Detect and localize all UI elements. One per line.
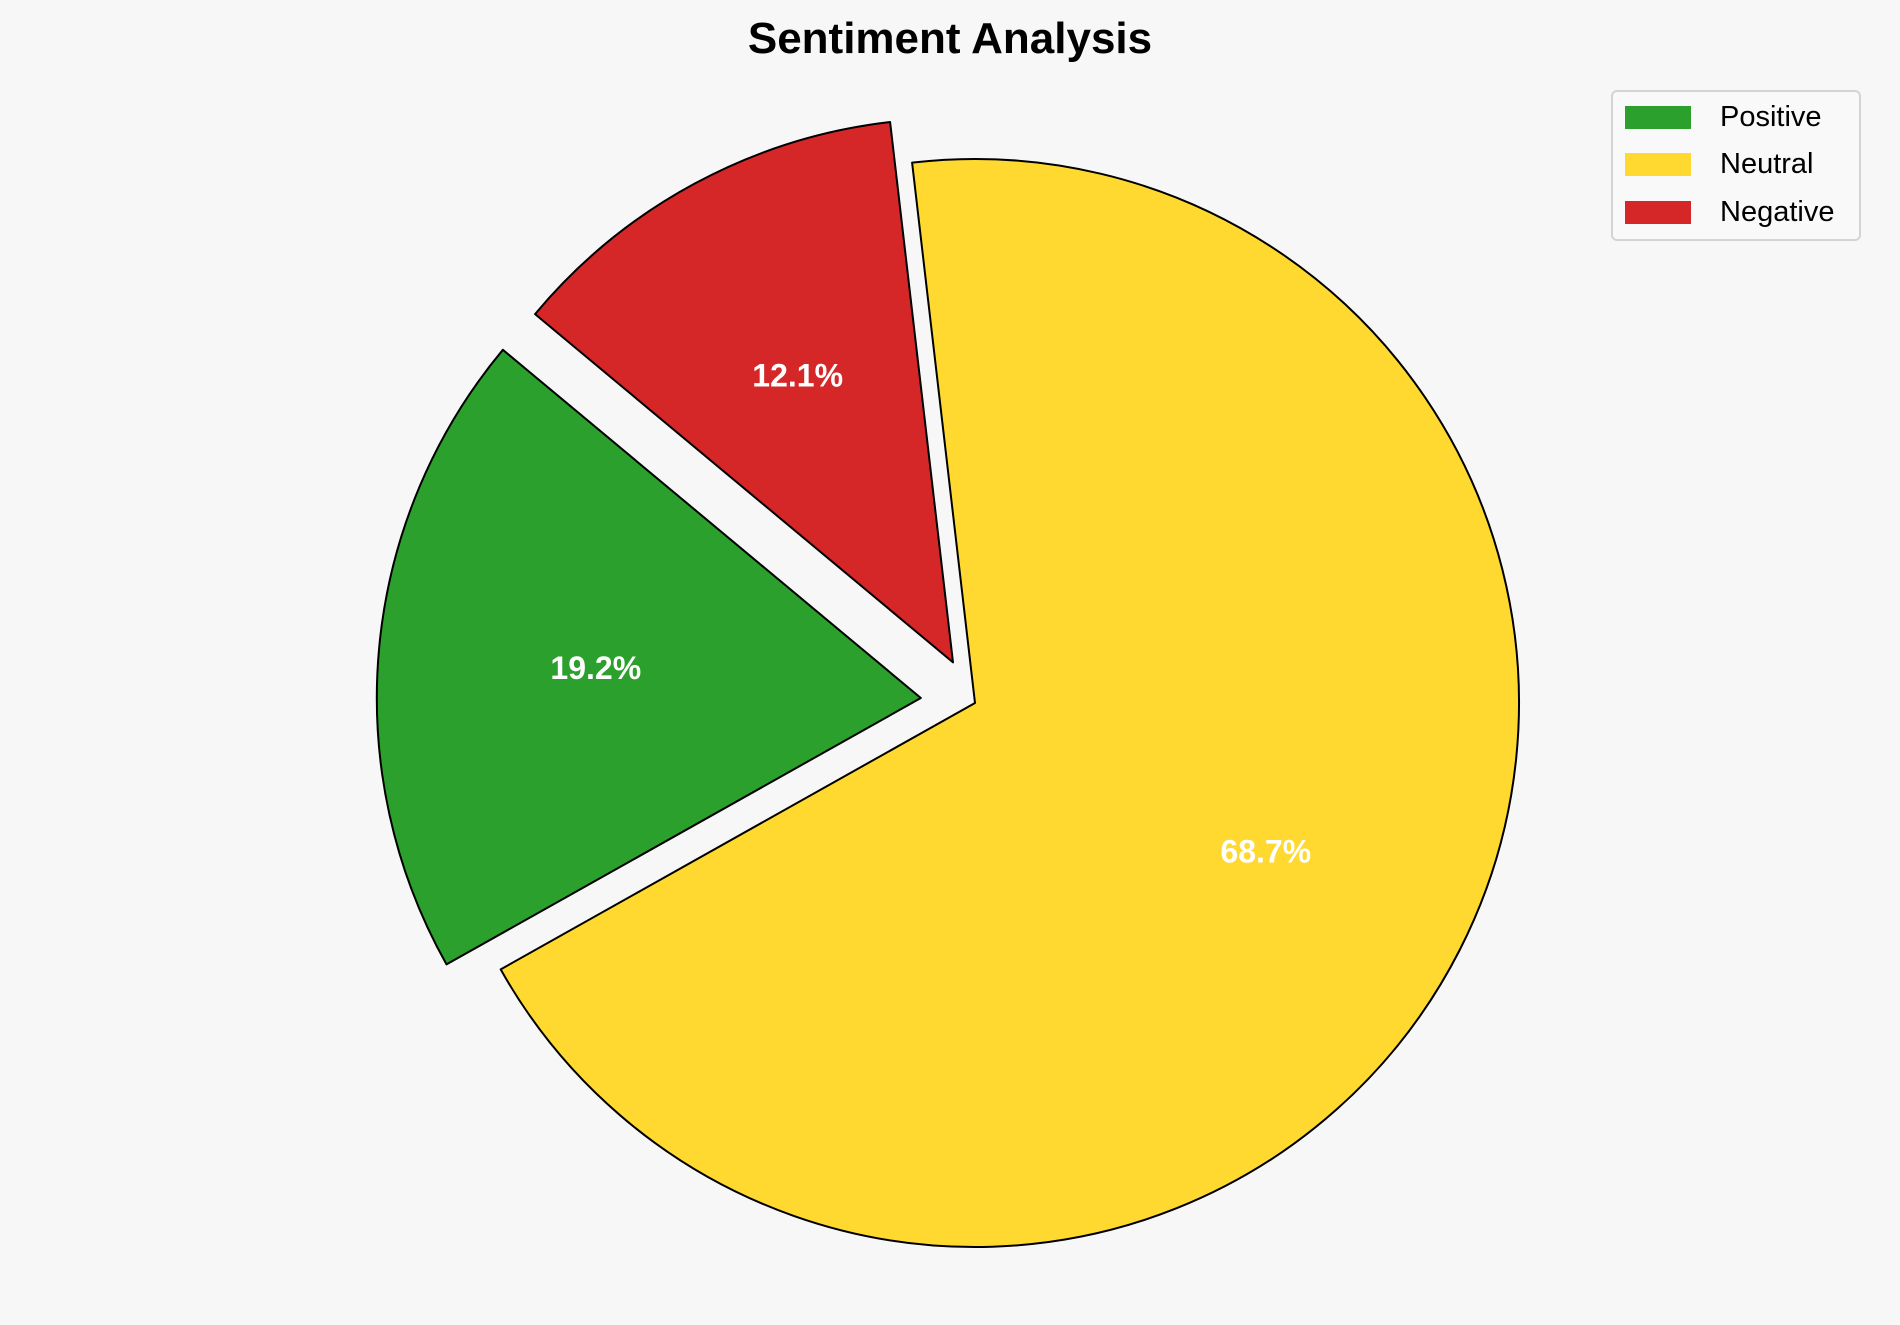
legend-item-neutral: Neutral	[1625, 147, 1814, 180]
legend-swatch-neutral	[1625, 152, 1691, 176]
legend-swatch-negative	[1625, 200, 1691, 224]
pie-label-positive: 19.2%	[550, 650, 641, 686]
legend: Positive Neutral Negative	[1611, 90, 1861, 241]
pie-label-neutral: 68.7%	[1220, 833, 1311, 869]
legend-swatch-positive	[1625, 105, 1691, 129]
legend-label-neutral: Neutral	[1720, 147, 1814, 180]
pie-slice-negative	[534, 120, 954, 664]
pie-slice-positive	[375, 348, 922, 966]
legend-label-negative: Negative	[1720, 195, 1835, 228]
pie-slice-neutral	[499, 158, 1520, 1248]
legend-item-positive: Positive	[1625, 100, 1822, 133]
legend-item-negative: Negative	[1625, 195, 1835, 228]
legend-label-positive: Positive	[1720, 100, 1822, 133]
chart-title: Sentiment Analysis	[747, 14, 1153, 63]
pie-label-negative: 12.1%	[752, 357, 843, 393]
